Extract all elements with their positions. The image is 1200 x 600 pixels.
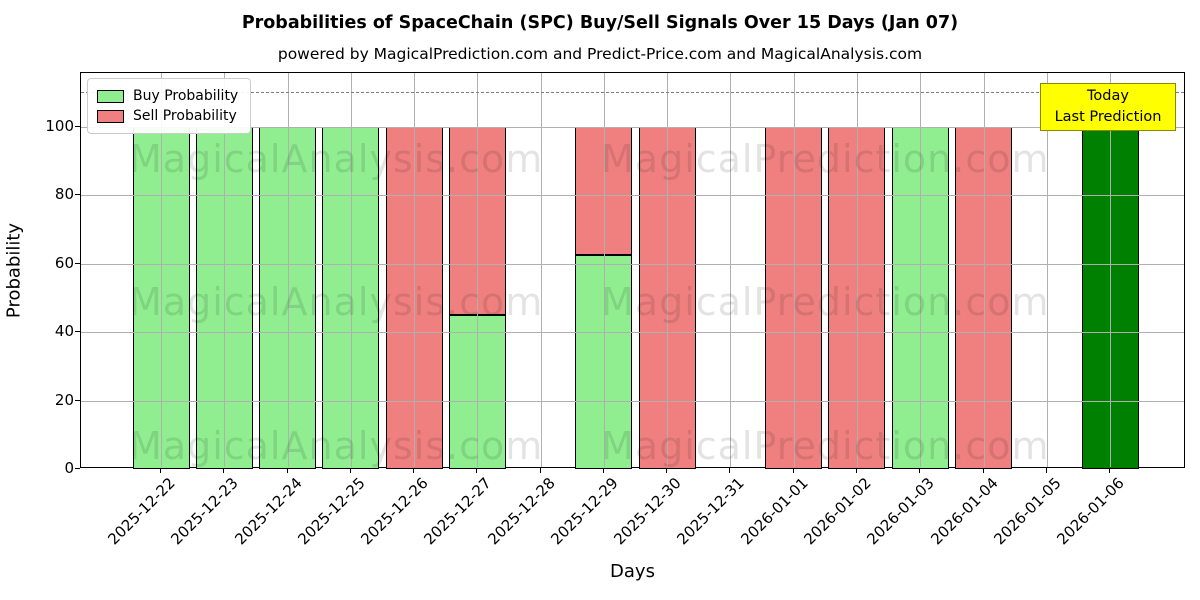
y-axis-label: Probability (3, 222, 25, 319)
y-tick-label: 60 (54, 253, 74, 272)
y-tick-mark-icon (75, 399, 80, 401)
x-gridline (477, 73, 479, 467)
y-gridline (81, 195, 1184, 196)
x-gridline (920, 73, 922, 467)
x-tick-mark-icon (1109, 468, 1111, 473)
x-tick-mark-icon (539, 468, 541, 473)
x-tick-mark-icon (982, 468, 984, 473)
y-gridline (81, 126, 1184, 128)
y-gridline (81, 263, 1184, 265)
x-gridline (983, 73, 985, 467)
legend: Buy Probability Sell Probability (87, 78, 252, 134)
watermark-text: MagicalPrediction.com (601, 280, 1050, 324)
x-tick-mark-icon (792, 468, 794, 473)
watermark-text: MagicalPrediction.com (601, 137, 1050, 181)
y-tick-mark-icon (75, 125, 80, 127)
x-gridline (224, 73, 226, 467)
x-gridline (856, 73, 858, 467)
legend-label-buy: Buy Probability (133, 88, 239, 104)
sell-swatch-icon (97, 109, 124, 123)
y-gridline (81, 332, 1184, 333)
x-tick-mark-icon (223, 468, 225, 473)
x-gridline (603, 73, 605, 467)
watermark-text: MagicalAnalysis.com (129, 280, 544, 324)
x-tick-mark-icon (286, 468, 288, 473)
x-tick-mark-icon (602, 468, 604, 473)
x-gridline (793, 73, 795, 467)
y-tick-label: 40 (54, 322, 74, 340)
legend-item-sell: Sell Probability (97, 106, 238, 126)
x-gridline (1046, 73, 1048, 467)
x-tick-mark-icon (349, 468, 351, 473)
y-tick-label: 20 (54, 390, 74, 409)
buy-swatch-icon (97, 89, 124, 103)
watermark-text: MagicalPrediction.com (601, 424, 1050, 468)
today-annotation-line2: Last Prediction (1054, 109, 1162, 125)
y-tick-mark-icon (75, 194, 80, 195)
x-tick-mark-icon (413, 468, 415, 473)
x-gridline (414, 73, 416, 467)
x-tick-mark-icon (919, 468, 921, 473)
today-annotation: Today Last Prediction (1040, 83, 1176, 131)
y-tick-mark-icon (75, 262, 80, 264)
x-gridline (667, 73, 669, 467)
x-axis-label: Days (610, 561, 655, 582)
y-tick-label: 0 (64, 459, 74, 477)
watermark-text: MagicalAnalysis.com (129, 424, 544, 468)
x-gridline (540, 73, 542, 467)
x-tick-mark-icon (729, 468, 731, 473)
x-gridline (730, 73, 732, 467)
x-tick-mark-icon (855, 468, 857, 473)
chart-subtitle: powered by MagicalPrediction.com and Pre… (277, 45, 923, 63)
x-tick-mark-icon (476, 468, 478, 473)
legend-item-buy: Buy Probability (97, 86, 238, 106)
x-gridline (161, 73, 162, 467)
threshold-dashed-line (81, 92, 1184, 94)
y-gridline (81, 400, 1184, 402)
x-gridline (350, 73, 352, 467)
y-tick-label: 100 (45, 116, 74, 135)
watermark-text: MagicalAnalysis.com (129, 137, 544, 181)
plot-area: Buy Probability Sell Probability Today L… (80, 72, 1185, 469)
legend-label-sell: Sell Probability (133, 108, 237, 124)
y-tick-mark-icon (75, 331, 80, 332)
chart-title: Probabilities of SpaceChain (SPC) Buy/Se… (241, 13, 959, 33)
today-annotation-line1: Today (1087, 88, 1129, 104)
x-tick-mark-icon (666, 468, 668, 473)
y-tick-label: 80 (54, 185, 74, 203)
x-tick-mark-icon (160, 468, 161, 473)
y-tick-mark-icon (75, 468, 80, 469)
x-gridline (287, 73, 289, 467)
x-gridline (1110, 73, 1112, 467)
x-tick-mark-icon (1045, 468, 1047, 473)
